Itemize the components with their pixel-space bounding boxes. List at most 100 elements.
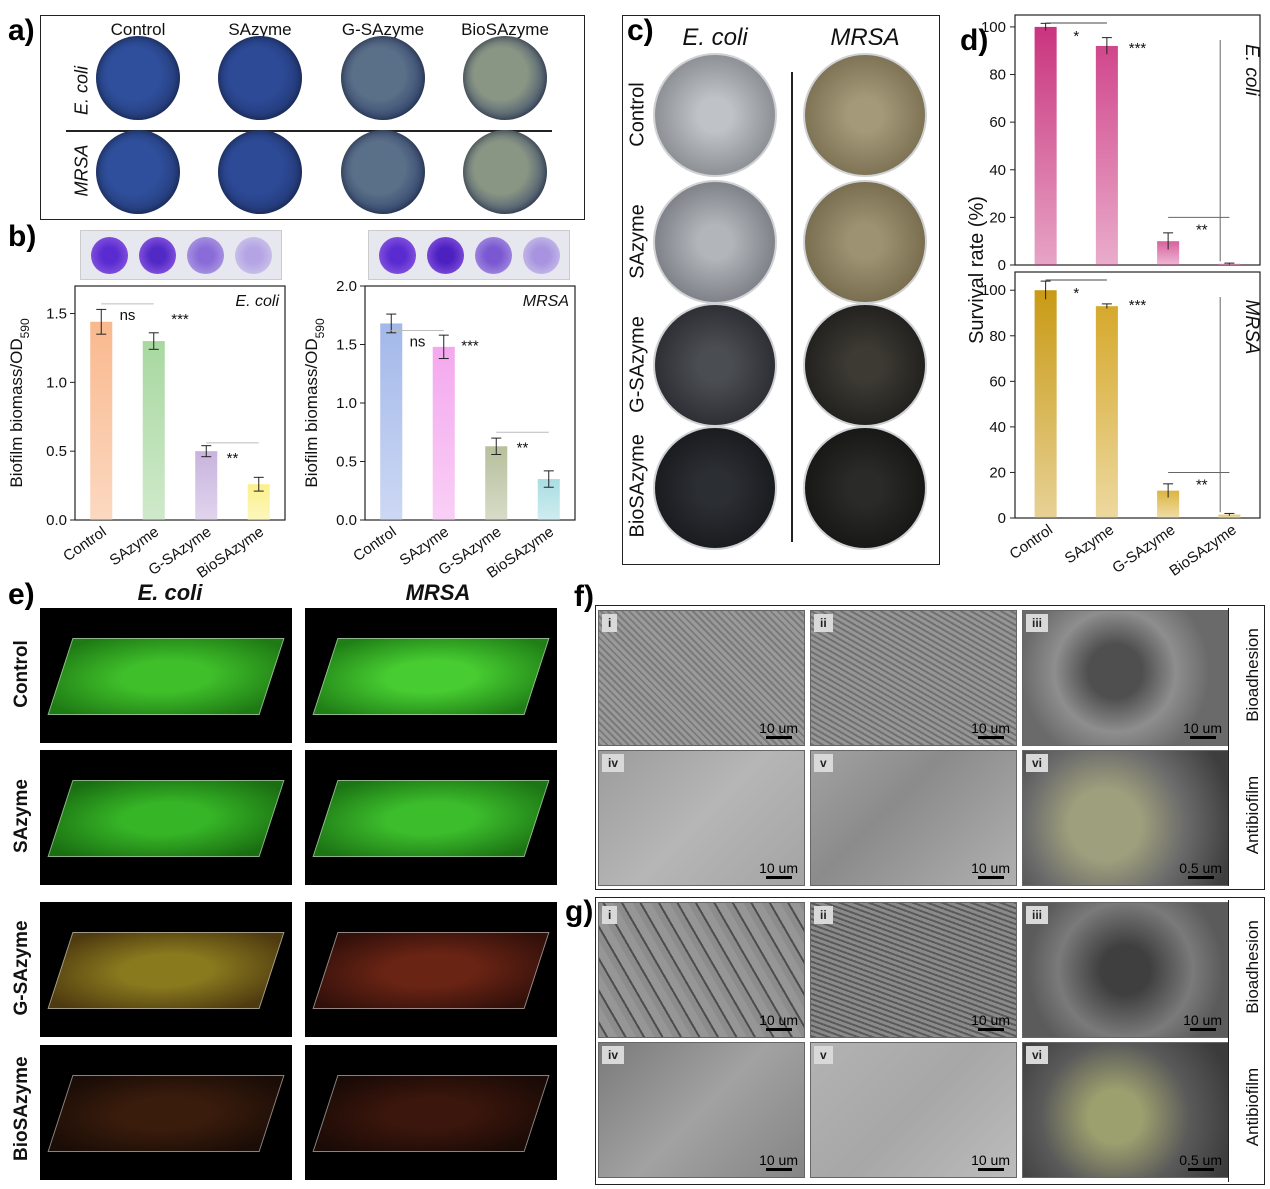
scale-bar-line [977,1028,1004,1031]
stained-dish [96,36,180,120]
confocal-3d-image [305,1045,557,1180]
label-column-divider [1228,900,1229,1182]
sem-image-v: v 10 um [810,750,1017,886]
panel-a-col-2: G-SAzyme [341,20,425,39]
y-tick-label: 1.0 [46,374,67,391]
scale-bar-label: 10 um [971,860,1010,876]
bar [1095,306,1118,518]
scale-bar-label: 10 um [1183,1012,1222,1028]
sig-label: ** [517,439,529,456]
sig-label: * [1073,285,1079,302]
y-tick-label: 1.5 [336,337,357,354]
chart-legend: MRSA [1241,300,1262,355]
bar [1157,241,1180,265]
scale-bar-label: 0.5 um [1179,860,1222,876]
bar [485,446,508,520]
panel-label-c: c) [627,14,654,47]
well [91,237,128,274]
bar [1095,45,1118,266]
scale-bar: 10 um [971,860,1010,879]
panel-a-col-3: BioSAzyme [461,20,549,39]
biofilm-volume [312,932,550,1009]
scale-bar-label: 10 um [971,1012,1010,1028]
confocal-3d-image [40,902,292,1037]
sig-label: ** [1196,221,1208,238]
scale-bar-line [765,876,792,879]
scale-bar: 10 um [971,1012,1010,1031]
y-tick-label: 80 [989,67,1006,84]
sig-label: *** [461,337,479,354]
x-tick-label: Control [1007,521,1056,563]
confocal-3d-image [305,902,557,1037]
biofilm-volume [312,638,550,715]
scale-bar-line [1187,876,1214,879]
bar [1034,290,1057,518]
panel-e-row-3: BioSAzyme [11,1056,32,1161]
agar-plate [803,303,927,427]
stained-dish [218,36,302,120]
y-tick-label: 1.0 [336,395,357,412]
sem-image-iv: iv 10 um [598,1042,805,1178]
panel-c-col-mrsa: MRSA [830,24,900,51]
y-tick-label: 60 [989,114,1006,131]
panel-label-f: f) [574,580,594,613]
scale-bar-line [1189,736,1216,739]
confocal-3d-image [40,1045,292,1180]
scale-bar-label: 10 um [759,860,798,876]
scale-bar: 0.5 um [1179,1152,1222,1171]
y-tick-label: 100 [981,282,1006,299]
panel-c-frame [622,15,940,565]
y-tick-label: 0.5 [46,443,67,460]
panel-c-col-ecoli: E. coli [682,24,748,51]
bar [90,321,113,520]
bar [195,451,218,520]
confocal-3d-image [305,750,557,885]
scale-bar-line [765,1168,792,1171]
bar [1218,514,1241,518]
crystal-violet-wells-mrsa [368,230,570,280]
scale-bar-line [765,1028,792,1031]
well [379,237,416,274]
sem-tile-label: ii [814,614,833,632]
bar [1034,26,1057,266]
panel-a-row-ecoli: E. coli [71,65,92,116]
plot-frame [1014,271,1261,519]
well [427,237,464,274]
panel-a-row-mrsa: MRSA [71,144,92,197]
sem-tile-label: ii [814,906,833,924]
sem-image-iii: iii 10 um [1022,610,1229,746]
panel-c-row-0: Control [626,82,649,147]
y-axis-label: Biofilm biomass/OD590 [302,318,327,488]
sem-image-vi: vi 0.5 um [1022,750,1229,886]
biofilm-volume [47,638,285,715]
bar [1157,490,1180,518]
agar-plate [653,426,777,550]
panel-c-divider [791,72,793,542]
x-tick-label: SAzyme [1062,521,1118,567]
scale-bar: 10 um [1183,1012,1222,1031]
panel-label-b: b) [8,220,37,253]
sem-tile-label: v [814,754,833,772]
scale-bar: 10 um [1183,720,1222,739]
panel-a-divider [66,130,552,132]
scale-bar-label: 10 um [971,720,1010,736]
sig-label: ** [227,450,239,467]
panel-e-row-2: G-SAzyme [11,920,32,1016]
agar-plate [803,426,927,550]
y-axis-label: Biofilm biomass/OD590 [7,318,32,488]
biofilm-volume [47,1075,285,1152]
x-tick-label: Control [60,523,109,565]
sem-tile-label: iii [1026,906,1049,924]
pg-row-1: Antibiofilm [1243,1067,1262,1147]
y-tick-label: 80 [989,328,1006,345]
pf-row-0: Bioadhesion [1243,628,1262,722]
well [475,237,512,274]
y-axis-label: Survival rate (%) [966,196,988,344]
panel-c-row-3: BioSAzyme [626,434,649,538]
agar-plate [803,53,927,177]
scale-bar: 10 um [759,1012,798,1031]
panel-f-frame [595,605,1265,890]
agar-plate [653,303,777,427]
scale-bar-label: 10 um [759,1152,798,1168]
y-tick-label: 100 [981,19,1006,36]
